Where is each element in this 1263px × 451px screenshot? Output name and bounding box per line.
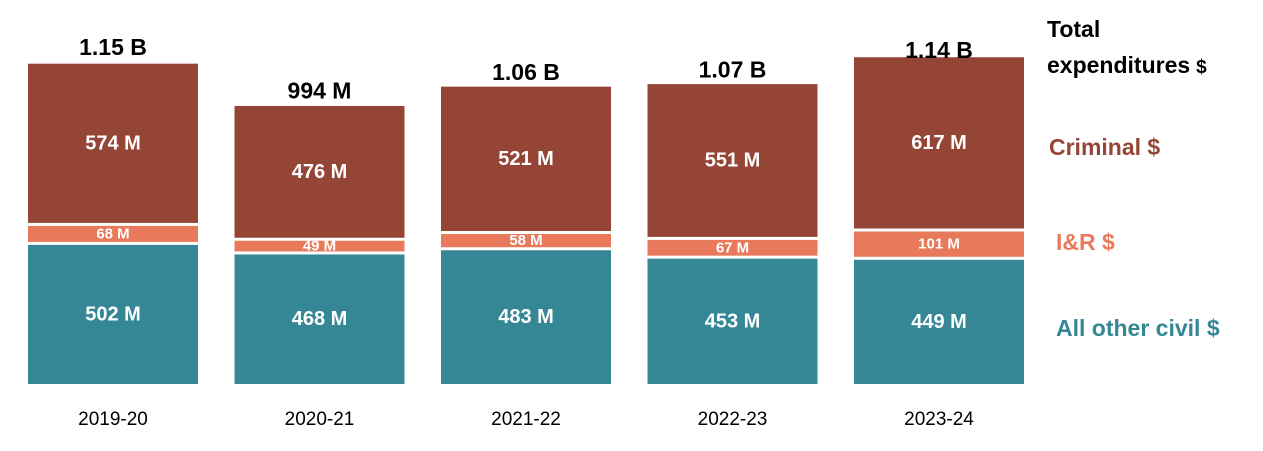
legend-ir: I&R $ (1056, 229, 1115, 255)
x-tick-2020-21: 2020-21 (285, 409, 355, 430)
data-label-all-other-civil-2023-24: 449 M (911, 311, 967, 333)
legend-criminal: Criminal $ (1049, 134, 1160, 160)
data-label-criminal-2019-20: 574 M (85, 132, 141, 154)
data-label-criminal-2020-21: 476 M (292, 161, 348, 183)
total-label-2021-22: 1.06 B (492, 59, 560, 85)
total-label-2022-23: 1.07 B (699, 56, 767, 82)
legend: Total expenditures $ Criminal $ I&R $ All… (1047, 16, 1220, 341)
x-axis-ticks: 2019-20 2020-21 2021-22 2022-23 2023-24 (78, 409, 974, 430)
legend-other-civil: All other civil $ (1056, 315, 1220, 341)
bar-i-r-2019-20 (28, 225, 198, 242)
x-tick-2021-22: 2021-22 (491, 409, 561, 430)
legend-total-word: expenditures (1047, 52, 1190, 78)
data-label-all-other-civil-2019-20: 502 M (85, 303, 141, 325)
bar-all-other-civil-2021-22 (441, 250, 611, 384)
bar-i-r-2021-22 (441, 234, 611, 248)
data-label-criminal-2023-24: 617 M (911, 132, 967, 154)
x-tick-2023-24: 2023-24 (904, 409, 974, 430)
bar-criminal-2021-22 (441, 86, 611, 232)
legend-total-line2: expenditures $ (1047, 52, 1207, 78)
data-label-i-r-2020-21: 49 M (303, 238, 336, 255)
x-tick-2019-20: 2019-20 (78, 409, 148, 430)
data-label-i-r-2019-20: 68 M (96, 225, 129, 242)
data-label-all-other-civil-2022-23: 453 M (705, 310, 761, 332)
data-label-all-other-civil-2020-21: 468 M (292, 308, 348, 330)
labels-layer: 502 M 68 M 574 M 1.15 B 468 M 49 M 476 M 994 M 4… (79, 34, 973, 333)
bars-layer (28, 57, 1024, 384)
bar-all-other-civil-2019-20 (28, 244, 198, 384)
bar-criminal-2020-21 (234, 105, 405, 238)
bar-all-other-civil-2020-21 (234, 254, 405, 384)
bar-criminal-2022-23 (647, 84, 818, 237)
total-label-2019-20: 1.15 B (79, 34, 147, 60)
total-label-2020-21: 994 M (288, 78, 352, 104)
bar-i-r-2020-21 (234, 240, 405, 252)
data-label-i-r-2021-22: 58 M (509, 232, 542, 249)
bar-criminal-2023-24 (854, 57, 1024, 229)
x-tick-2022-23: 2022-23 (698, 409, 768, 430)
total-label-2023-24: 1.14 B (905, 37, 973, 63)
data-label-i-r-2023-24: 101 M (918, 236, 960, 253)
data-label-all-other-civil-2021-22: 483 M (498, 306, 554, 328)
data-label-criminal-2022-23: 551 M (705, 150, 761, 172)
legend-total-unit: $ (1196, 57, 1207, 78)
data-label-criminal-2021-22: 521 M (498, 148, 554, 170)
bar-i-r-2023-24 (854, 231, 1024, 257)
bar-i-r-2022-23 (647, 239, 818, 256)
data-label-i-r-2022-23: 67 M (716, 239, 749, 256)
bar-criminal-2019-20 (28, 63, 198, 223)
bar-all-other-civil-2022-23 (647, 258, 818, 384)
legend-total-line1: Total (1047, 16, 1100, 42)
bar-all-other-civil-2023-24 (854, 259, 1024, 384)
